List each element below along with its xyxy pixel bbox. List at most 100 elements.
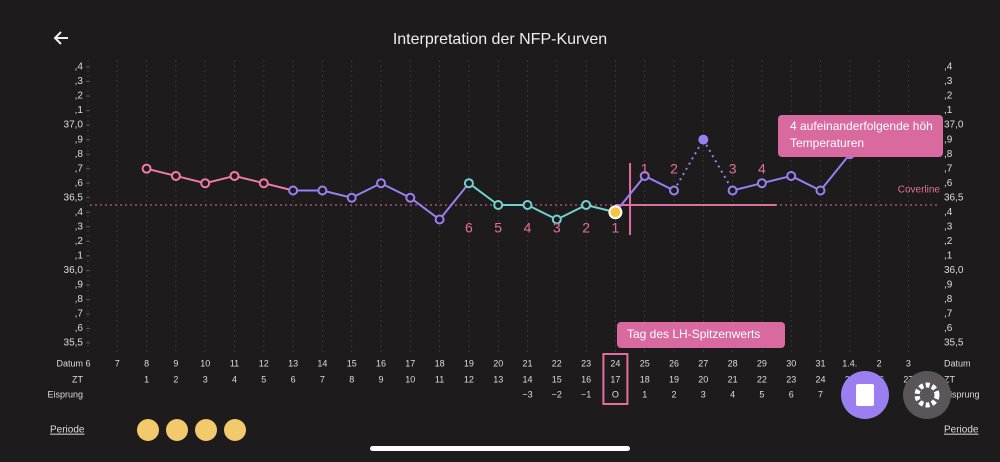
point xyxy=(786,170,797,181)
low-count: 3 xyxy=(553,220,561,236)
line-segment xyxy=(790,175,821,192)
row-cell: 9 xyxy=(378,374,383,384)
row-cell: 1.4. xyxy=(842,358,857,368)
point xyxy=(288,185,299,196)
row-cell: 26 xyxy=(669,358,679,368)
periode-right: Periode xyxy=(944,425,979,436)
line-segment xyxy=(322,189,352,199)
high-count: 1 xyxy=(641,161,649,177)
line-segment xyxy=(409,196,441,221)
point xyxy=(141,163,152,174)
point xyxy=(229,170,240,181)
point xyxy=(493,200,504,210)
row-cell: 27 xyxy=(698,358,708,368)
line-segment xyxy=(263,182,294,192)
row-cell: 27 xyxy=(903,374,913,384)
y-tick-label: 35,5 xyxy=(64,338,84,349)
y-tick-label: ,4 xyxy=(75,62,84,73)
row-cell: 1 xyxy=(144,374,149,384)
row-cell: 15 xyxy=(347,358,357,368)
y-tick-label-right: ,6 xyxy=(944,323,953,334)
y-tick-label: ,3 xyxy=(75,76,84,87)
y-tick-label: ,2 xyxy=(75,91,84,102)
row-cell: 3 xyxy=(203,374,208,384)
point xyxy=(551,214,562,225)
y-tick-label-right: ,8 xyxy=(944,294,953,305)
row-cell: 8 xyxy=(144,358,149,368)
line-segment xyxy=(146,167,177,177)
line-segment xyxy=(819,153,851,192)
y-tick-label: ,1 xyxy=(75,105,84,116)
low-count: 5 xyxy=(494,220,502,236)
high-count: 3 xyxy=(729,161,737,177)
row-cell: 3 xyxy=(701,389,706,399)
line-segment xyxy=(644,175,675,192)
row-cell: 24 xyxy=(610,358,620,368)
chart: 35,5 35,5 ,6 ,6 ,7 ,7 ,8 ,8 ,9 ,9 36,0 36,0 ,1 ,1 ,2 ,2… xyxy=(47,60,980,441)
row-cell: 5 xyxy=(261,374,266,384)
row-cell: 19 xyxy=(464,358,474,368)
line-segment xyxy=(351,182,382,199)
y-tick-label-right: ,8 xyxy=(944,149,953,160)
row-cell: 29 xyxy=(757,358,767,368)
row-label: Eisprung xyxy=(47,389,83,399)
row-cell: 15 xyxy=(552,374,562,384)
y-tick-label: 36,0 xyxy=(64,265,84,276)
point xyxy=(669,185,679,196)
y-tick-label-right: ,3 xyxy=(944,221,953,232)
row-cell: 14 xyxy=(522,374,532,384)
row-cell: 10 xyxy=(405,374,415,384)
mood-emoji xyxy=(224,419,246,441)
callout-high-text: Temperaturen xyxy=(790,136,864,150)
row-cell: 7 xyxy=(115,358,120,368)
y-tick-label-right: ,7 xyxy=(944,309,953,320)
y-tick-label-right: ,9 xyxy=(944,280,953,291)
line-segment xyxy=(527,204,558,221)
row-cell: 16 xyxy=(376,358,386,368)
low-count: 6 xyxy=(465,220,473,236)
row-cell: 22 xyxy=(757,374,767,384)
row-cell: 18 xyxy=(435,358,445,368)
back-button[interactable] xyxy=(53,31,68,45)
y-tick-label-right: ,9 xyxy=(944,134,953,145)
y-tick-label: ,7 xyxy=(75,163,84,174)
y-tick-label: ,3 xyxy=(75,221,84,232)
callout-high-text: 4 aufeinanderfolgende höh xyxy=(790,119,933,133)
settings-icon xyxy=(914,382,940,408)
line-segment xyxy=(556,204,587,221)
row-cell: 13 xyxy=(493,374,503,384)
y-tick-label-right: ,6 xyxy=(944,178,953,189)
y-tick-label: ,7 xyxy=(75,309,84,320)
y-tick-label-right: ,2 xyxy=(944,91,953,102)
mood-emoji xyxy=(166,419,188,441)
row-cell: 14 xyxy=(317,358,327,368)
point xyxy=(815,185,826,196)
row-cell: 3 xyxy=(906,358,911,368)
y-tick-label: ,8 xyxy=(75,149,84,160)
row-cell: 16 xyxy=(581,374,591,384)
low-count: 2 xyxy=(582,220,590,236)
y-tick-label: ,9 xyxy=(75,134,84,145)
row-cell: 13 xyxy=(288,358,298,368)
periode-left: Periode xyxy=(50,425,85,436)
y-tick-label-right: ,2 xyxy=(944,236,953,247)
mood-emoji xyxy=(137,419,159,441)
settings-button[interactable] xyxy=(903,371,951,419)
row-cell: −3 xyxy=(522,389,532,399)
point xyxy=(434,214,445,225)
y-tick-label: ,4 xyxy=(75,207,84,218)
row-cell: 19 xyxy=(669,374,679,384)
point xyxy=(346,192,357,203)
row-cell: 31 xyxy=(815,358,825,368)
row-cell: O xyxy=(612,389,619,399)
y-tick-label: ,1 xyxy=(75,250,84,261)
row-cell: 11 xyxy=(435,374,444,384)
callout-lh xyxy=(617,322,785,348)
row-cell: 2 xyxy=(671,389,676,399)
row-cell: 2 xyxy=(877,358,882,368)
row-cell: 5 xyxy=(759,389,764,399)
y-tick-label-right: 35,5 xyxy=(944,338,964,349)
line-segment xyxy=(380,182,411,199)
